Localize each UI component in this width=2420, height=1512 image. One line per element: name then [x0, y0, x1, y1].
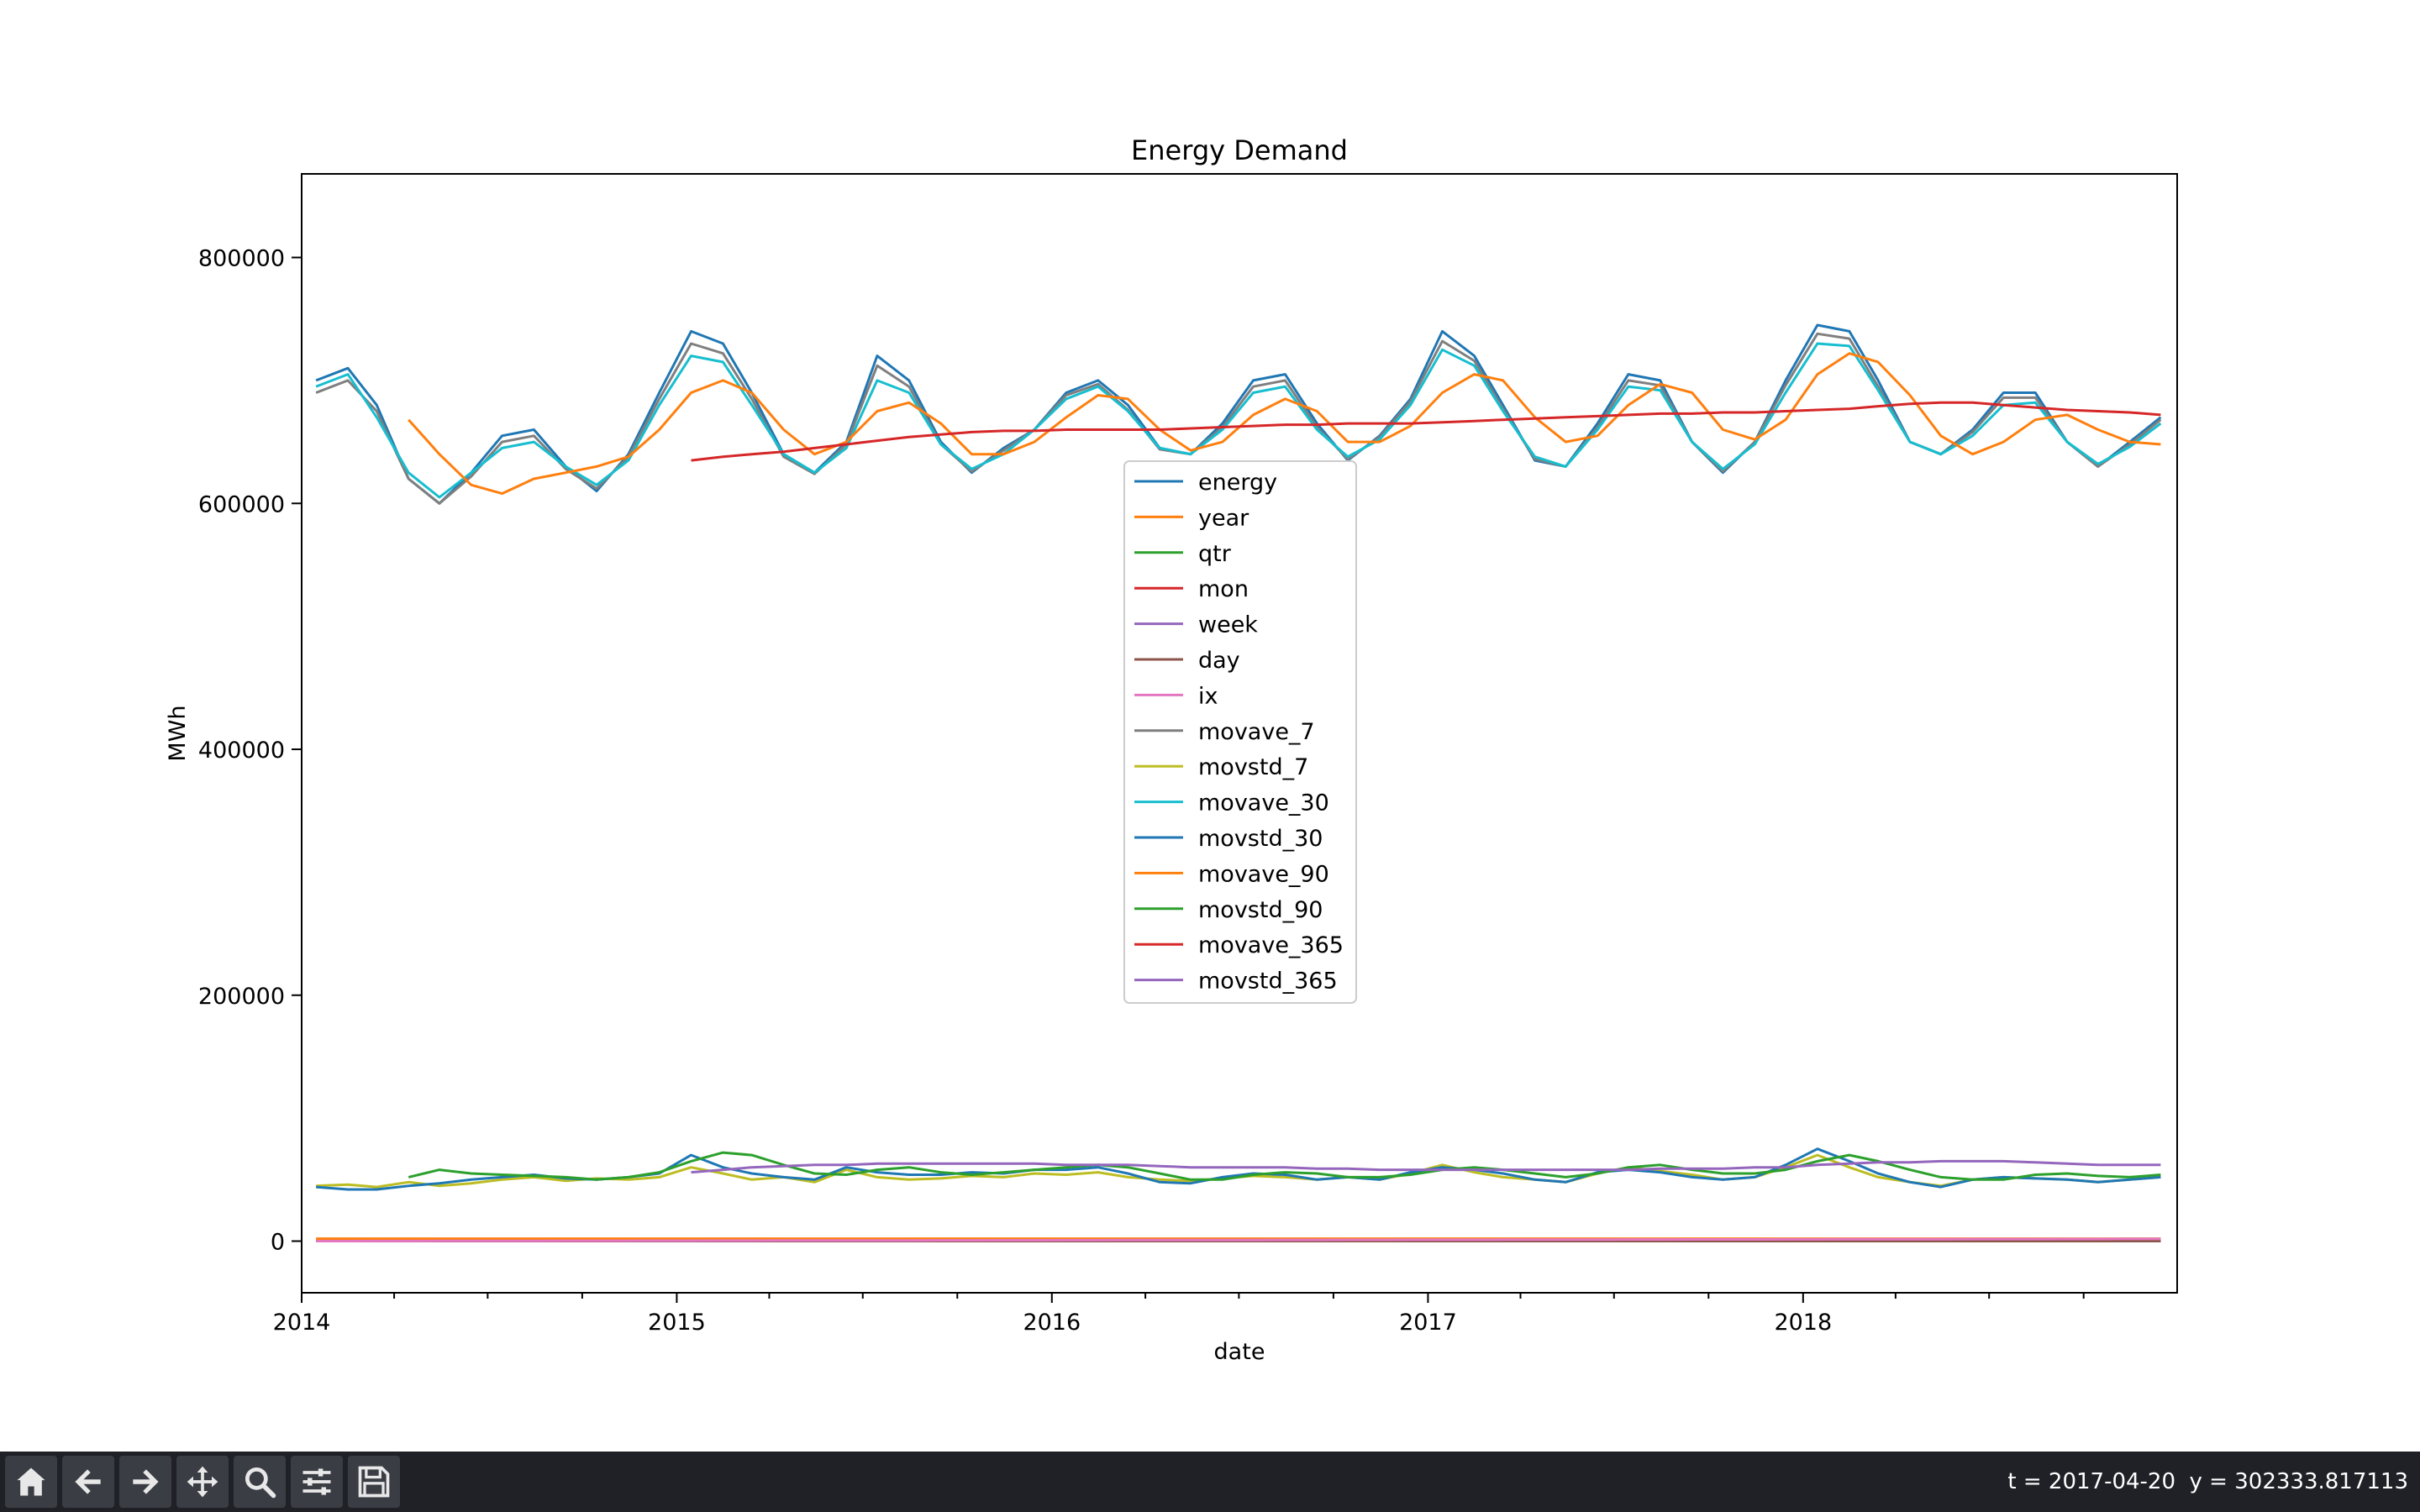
- y-tick-label: 400000: [198, 738, 285, 764]
- pan-button[interactable]: [176, 1456, 229, 1508]
- series-line-movave_90: [408, 352, 2161, 496]
- legend-label-movave_90: movave_90: [1198, 861, 1329, 887]
- chart[interactable]: Energy Demand date MWh 2014 2015 2016 2017 2…: [0, 0, 2420, 1452]
- legend-label-ix: ix: [1198, 683, 1218, 709]
- y-axis-label: MWh: [165, 705, 191, 761]
- y-tick-label: 200000: [198, 984, 285, 1010]
- series-layer: [315, 323, 2162, 1242]
- zoom-button[interactable]: [234, 1456, 286, 1508]
- series-line-ix: [316, 1237, 2161, 1242]
- legend-label-day: day: [1198, 648, 1240, 674]
- y-tick-label: 0: [271, 1230, 285, 1256]
- x-axis-label: date: [1214, 1339, 1265, 1365]
- series-line-movave_365: [691, 401, 2161, 462]
- series-line-movave_30: [315, 342, 2162, 499]
- legend-label-energy: energy: [1198, 470, 1277, 496]
- legend-box: [1123, 460, 1357, 1004]
- x-tick-label: 2015: [648, 1310, 706, 1336]
- x-tick-label: 2017: [1399, 1310, 1457, 1336]
- arrow-left-icon: [75, 1469, 101, 1494]
- home-button[interactable]: [5, 1456, 57, 1508]
- y-tick-label: 600000: [198, 491, 285, 517]
- y-tick-label: 800000: [198, 246, 285, 272]
- legend-label-movstd_365: movstd_365: [1198, 969, 1338, 995]
- series-line-movave_7: [315, 332, 2162, 505]
- legend-label-movstd_90: movstd_90: [1198, 897, 1323, 923]
- x-tick-label: 2018: [1774, 1310, 1832, 1336]
- cursor-coordinates: t = 2017-04-20 y = 302333.817113: [2007, 1469, 2408, 1494]
- forward-button[interactable]: [119, 1456, 171, 1508]
- x-tick-label: 2014: [273, 1310, 331, 1336]
- arrow-right-icon: [133, 1469, 159, 1494]
- sliders-icon: [302, 1468, 331, 1495]
- legend[interactable]: energy year qtr mon week day ix movave_7 movstd_…: [1123, 460, 1357, 1004]
- legend-label-week: week: [1198, 612, 1258, 638]
- move-icon: [187, 1466, 218, 1498]
- configure-subplots-button[interactable]: [291, 1456, 343, 1508]
- figure: Energy Demand date MWh 2014 2015 2016 2017 2…: [0, 0, 2420, 1452]
- save-button[interactable]: [348, 1456, 400, 1508]
- legend-label-movave_365: movave_365: [1198, 932, 1344, 958]
- x-tick-label: 2016: [1023, 1310, 1081, 1336]
- series-line-movstd_90: [408, 1151, 2161, 1181]
- home-icon: [17, 1467, 45, 1496]
- legend-label-movave_30: movave_30: [1198, 790, 1329, 816]
- legend-items: energy year qtr mon week day ix movave_7 movstd_…: [1134, 470, 1344, 995]
- navigation-toolbar: t = 2017-04-20 y = 302333.817113: [0, 1452, 2420, 1512]
- legend-label-qtr: qtr: [1198, 541, 1232, 567]
- legend-label-movave_7: movave_7: [1198, 719, 1315, 745]
- axes-frame: [301, 173, 2178, 1294]
- legend-label-year: year: [1198, 505, 1249, 531]
- y-axis: 0 200000 400000 600000 800000: [198, 246, 302, 1256]
- magnifier-icon: [245, 1467, 276, 1499]
- legend-label-mon: mon: [1198, 576, 1249, 602]
- floppy-disk-icon: [358, 1466, 390, 1498]
- back-button[interactable]: [62, 1456, 114, 1508]
- legend-label-movstd_30: movstd_30: [1198, 826, 1323, 852]
- series-line-movstd_365: [691, 1159, 2161, 1174]
- x-axis: 2014 2015 2016 2017 2018: [273, 1293, 2085, 1336]
- chart-title: Energy Demand: [1131, 134, 1348, 166]
- legend-label-movstd_7: movstd_7: [1198, 754, 1308, 780]
